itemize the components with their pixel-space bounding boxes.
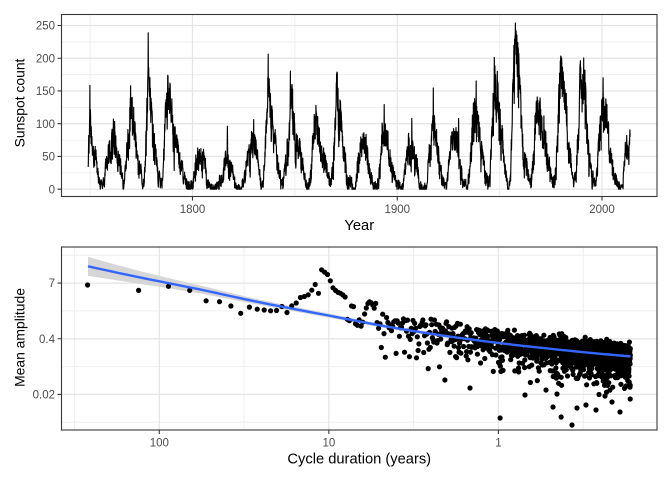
svg-text:150: 150 bbox=[36, 86, 55, 98]
svg-text:2000: 2000 bbox=[589, 204, 615, 216]
svg-text:250: 250 bbox=[36, 21, 55, 33]
svg-text:0.4: 0.4 bbox=[39, 334, 56, 346]
svg-text:100: 100 bbox=[150, 437, 169, 449]
svg-text:7: 7 bbox=[49, 278, 55, 290]
svg-text:0.02: 0.02 bbox=[33, 390, 55, 402]
svg-text:100: 100 bbox=[36, 119, 55, 131]
svg-text:Mean amplitude: Mean amplitude bbox=[12, 288, 28, 387]
svg-text:Sunspot count: Sunspot count bbox=[12, 58, 28, 147]
svg-text:Year: Year bbox=[344, 218, 374, 234]
svg-text:200: 200 bbox=[36, 53, 55, 65]
svg-text:0: 0 bbox=[49, 184, 55, 196]
svg-text:50: 50 bbox=[42, 152, 55, 164]
svg-text:1900: 1900 bbox=[384, 204, 410, 216]
svg-text:Cycle duration (years): Cycle duration (years) bbox=[287, 451, 431, 467]
svg-text:1800: 1800 bbox=[180, 204, 206, 216]
svg-text:1: 1 bbox=[495, 437, 501, 449]
svg-text:10: 10 bbox=[322, 437, 335, 449]
